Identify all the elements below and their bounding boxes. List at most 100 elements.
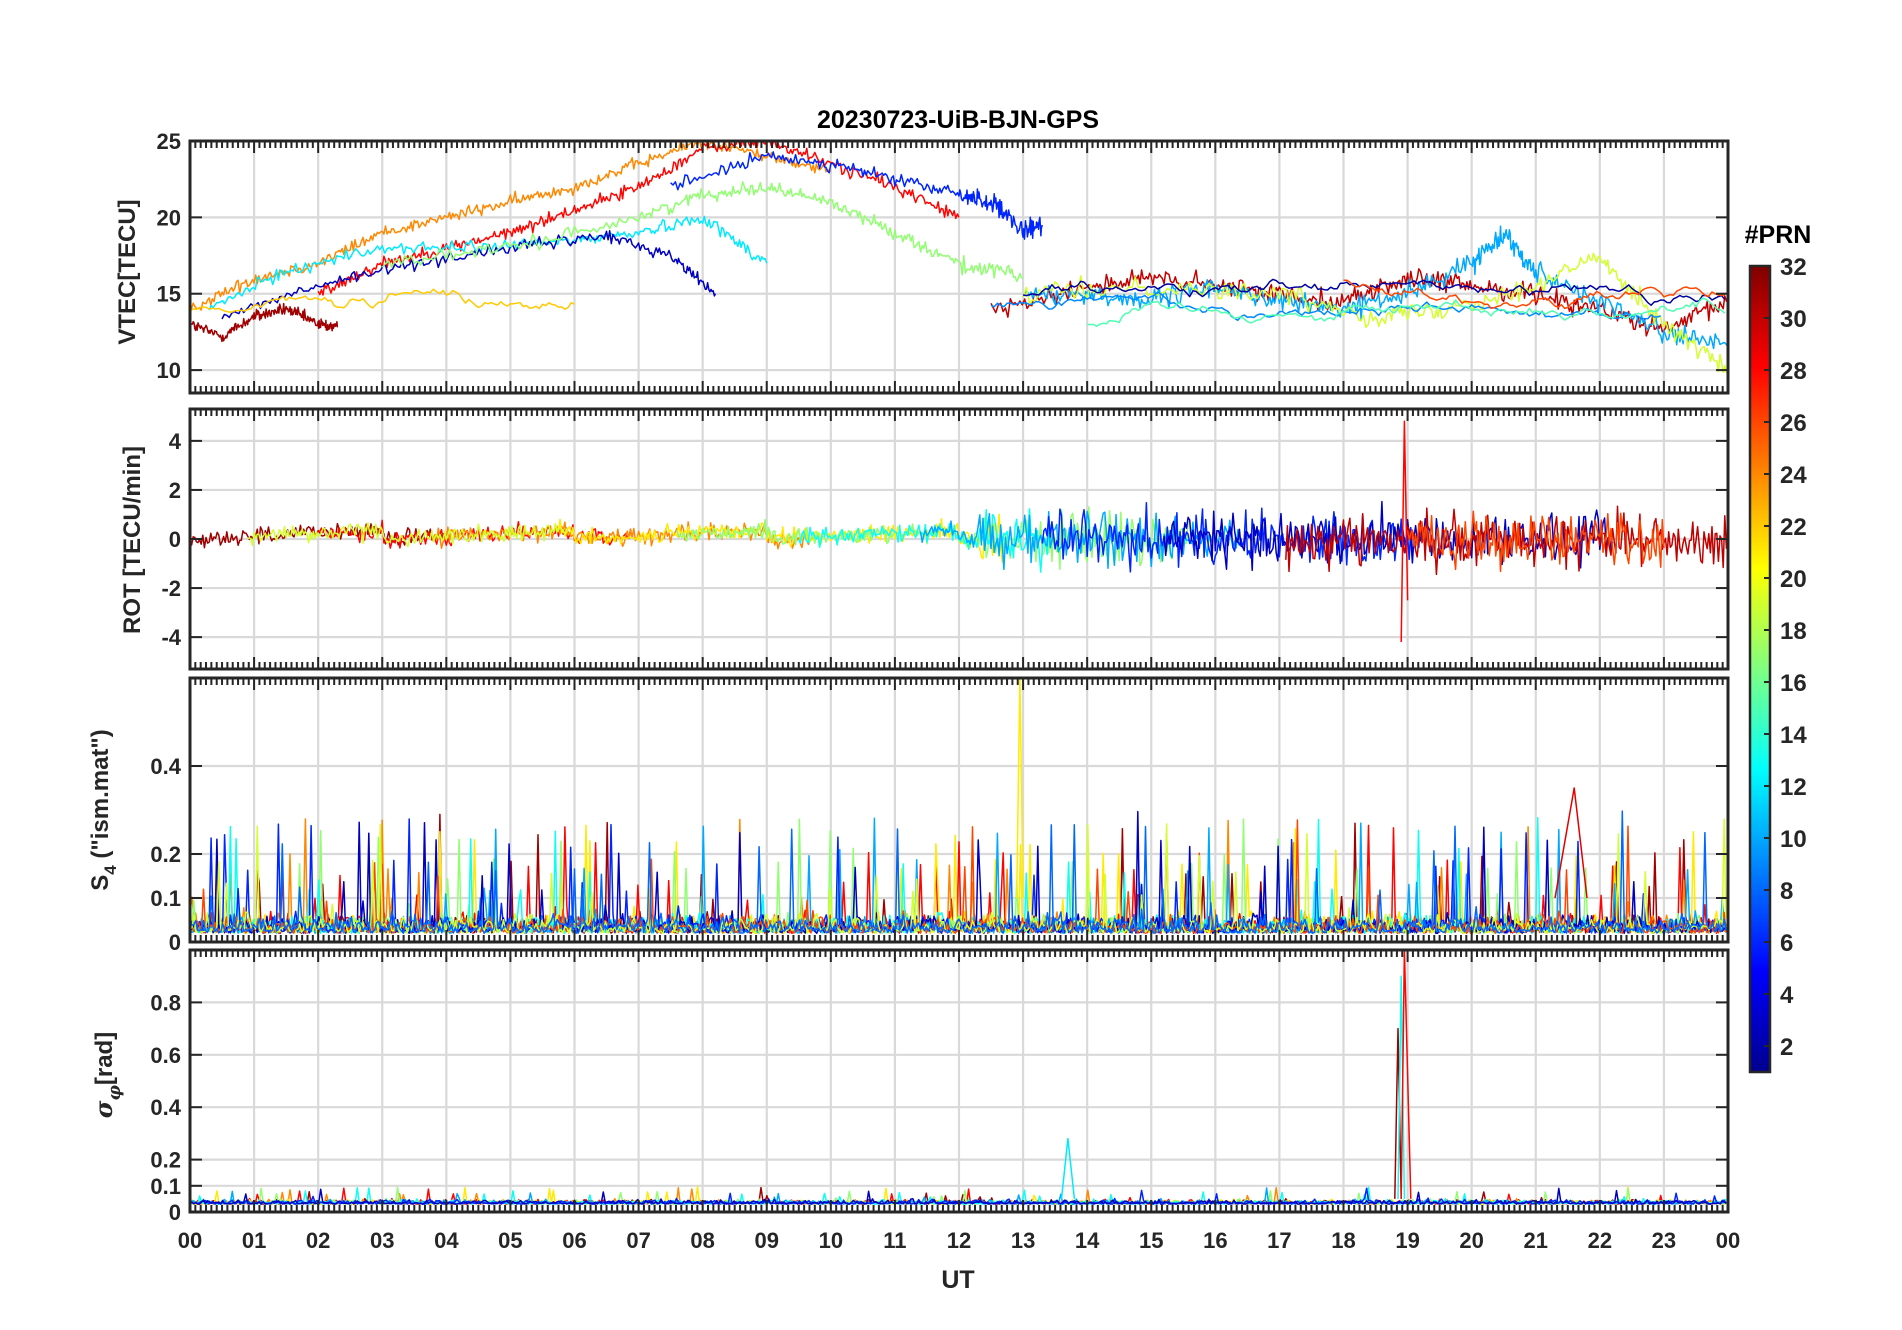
xtick-label: 15	[1139, 1228, 1163, 1253]
colorbar-tick-label: 2	[1780, 1034, 1793, 1061]
rot-series	[190, 420, 1728, 643]
vtec-series-line	[1022, 252, 1728, 374]
xtick-label: 08	[690, 1228, 714, 1253]
rot-series-line	[1041, 502, 1428, 573]
s4-ylabel-sub: 4	[101, 865, 120, 875]
s4-ytick-label: 0.2	[150, 842, 181, 867]
colorbar-tick-label: 4	[1780, 982, 1794, 1009]
s4-peak-line	[1554, 787, 1588, 899]
colorbar-gradient	[1748, 264, 1772, 1074]
xtick-label: 20	[1459, 1228, 1483, 1253]
rot-series-line	[247, 522, 568, 548]
sigma-ytick-label: 0	[169, 1200, 181, 1225]
colorbar-tick-label: 24	[1780, 462, 1807, 489]
s4-ylabel-main: S	[87, 875, 114, 891]
xtick-label: 12	[947, 1228, 971, 1253]
vtec-series-line	[208, 215, 768, 311]
sigma-ylabel: σφ[rad]	[89, 1032, 125, 1118]
vtec-ylabel: VTEC[TECU]	[114, 199, 141, 344]
vtec-ytick-label: 15	[157, 282, 181, 307]
vtec-series-line	[990, 291, 1661, 322]
sigma-spike-line	[1060, 1137, 1076, 1199]
colorbar-tick-label: 20	[1780, 566, 1807, 593]
s4-ytick-label: 0	[169, 930, 181, 955]
sigma-ytick-label: 0.4	[150, 1095, 181, 1120]
rot-series-line	[1163, 500, 1614, 572]
s4-ylabel: S4 ("ism.mat")	[87, 729, 120, 891]
rot-ytick-label: -2	[161, 576, 181, 601]
rot-ytick-label: -4	[161, 625, 181, 650]
xtick-label: 22	[1588, 1228, 1612, 1253]
rot-ytick-label: 4	[169, 429, 182, 454]
sigma-ytick-label: 0.8	[150, 990, 181, 1015]
figure-title: 20230723-UiB-BJN-GPS	[817, 106, 1099, 134]
colorbar-tick-label: 6	[1780, 930, 1793, 957]
xtick-label: 00	[1716, 1228, 1740, 1253]
xtick-label: 07	[626, 1228, 650, 1253]
xtick-label: 17	[1267, 1228, 1291, 1253]
x-axis-label: UT	[941, 1266, 974, 1294]
rot-series-line	[676, 506, 1189, 571]
xtick-label: 01	[242, 1228, 266, 1253]
sigma-panel: 00.10.2 0.4 0.6 0.8	[150, 948, 1730, 1225]
colorbar-tick-label: 18	[1780, 618, 1807, 645]
colorbar-tick-label: 8	[1780, 878, 1793, 905]
xtick-label: 14	[1075, 1228, 1100, 1253]
s4-series-line	[190, 810, 1727, 934]
sigma-spike-line	[1397, 975, 1406, 1199]
colorbar-label: #PRN	[1745, 221, 1812, 249]
xtick-label: 11	[883, 1228, 906, 1253]
xtick-label: 23	[1652, 1228, 1676, 1253]
xtick-label: 05	[498, 1228, 522, 1253]
sigma-ylabel-sigma: σ	[89, 1100, 118, 1118]
vtec-ytick-label: 25	[157, 129, 181, 154]
rot-series-line	[190, 522, 448, 549]
colorbar-tick-label: 12	[1780, 774, 1807, 801]
s4-ytick-label: 0.4	[150, 754, 181, 779]
rot-series-line	[1285, 505, 1728, 576]
xtick-label: 09	[755, 1228, 779, 1253]
rot-panel: -4 -2 0 2 4	[161, 407, 1730, 671]
rot-ylabel: ROT [TECU/min]	[119, 446, 146, 634]
rot-spike-line	[1400, 420, 1409, 643]
vtec-series-line	[317, 141, 960, 296]
colorbar-tick-label: 28	[1780, 358, 1807, 385]
vtec-series-line	[1087, 297, 1726, 328]
xtick-label: 02	[306, 1228, 330, 1253]
xtick-label: 04	[434, 1228, 459, 1253]
vtec-series-line	[190, 288, 575, 313]
colorbar-tick-label: 10	[1780, 826, 1807, 853]
xtick-label: 00	[178, 1228, 202, 1253]
sigma-ytick-label: 0.2	[150, 1148, 181, 1173]
vtec-ytick-label: 20	[157, 205, 181, 230]
vtec-series-line	[1343, 279, 1726, 310]
s4-peak-line	[1015, 678, 1024, 899]
vtec-series-line	[670, 151, 1044, 240]
vtec-panel: 10 15 20 25	[157, 129, 1730, 395]
vtec-series-line	[381, 181, 1024, 283]
xtick-label: 21	[1524, 1228, 1548, 1253]
sigma-spike-line	[1400, 950, 1412, 1199]
vtec-series-line	[1022, 278, 1726, 306]
plot-panels: 10152025-4-202400.10.20.400.10.20.40.60.…	[150, 129, 1740, 1253]
colorbar-tick-label: 32	[1780, 254, 1807, 281]
xtick-label: 18	[1331, 1228, 1355, 1253]
vtec-series-line	[190, 302, 339, 343]
s4-panel: 0 0.1 0.2 0.4	[150, 676, 1730, 955]
s4-ytick-label: 0.1	[150, 886, 181, 911]
xtick-label: 16	[1203, 1228, 1227, 1253]
rot-series-line	[1406, 510, 1665, 573]
colorbar-tick-label: 14	[1780, 722, 1807, 749]
s4-ylabel-rest: ("ism.mat")	[87, 729, 114, 865]
sigma-ylabel-rest: [rad]	[91, 1032, 118, 1085]
xtick-label: 06	[562, 1228, 586, 1253]
vtec-ytick-label: 10	[157, 358, 181, 383]
sigma-ytick-label: 0.1	[150, 1174, 181, 1199]
colorbar-tick-label: 16	[1780, 670, 1807, 697]
xtick-label: 19	[1395, 1228, 1419, 1253]
sigma-spike-line	[1394, 1027, 1402, 1199]
xtick-label: 03	[370, 1228, 394, 1253]
